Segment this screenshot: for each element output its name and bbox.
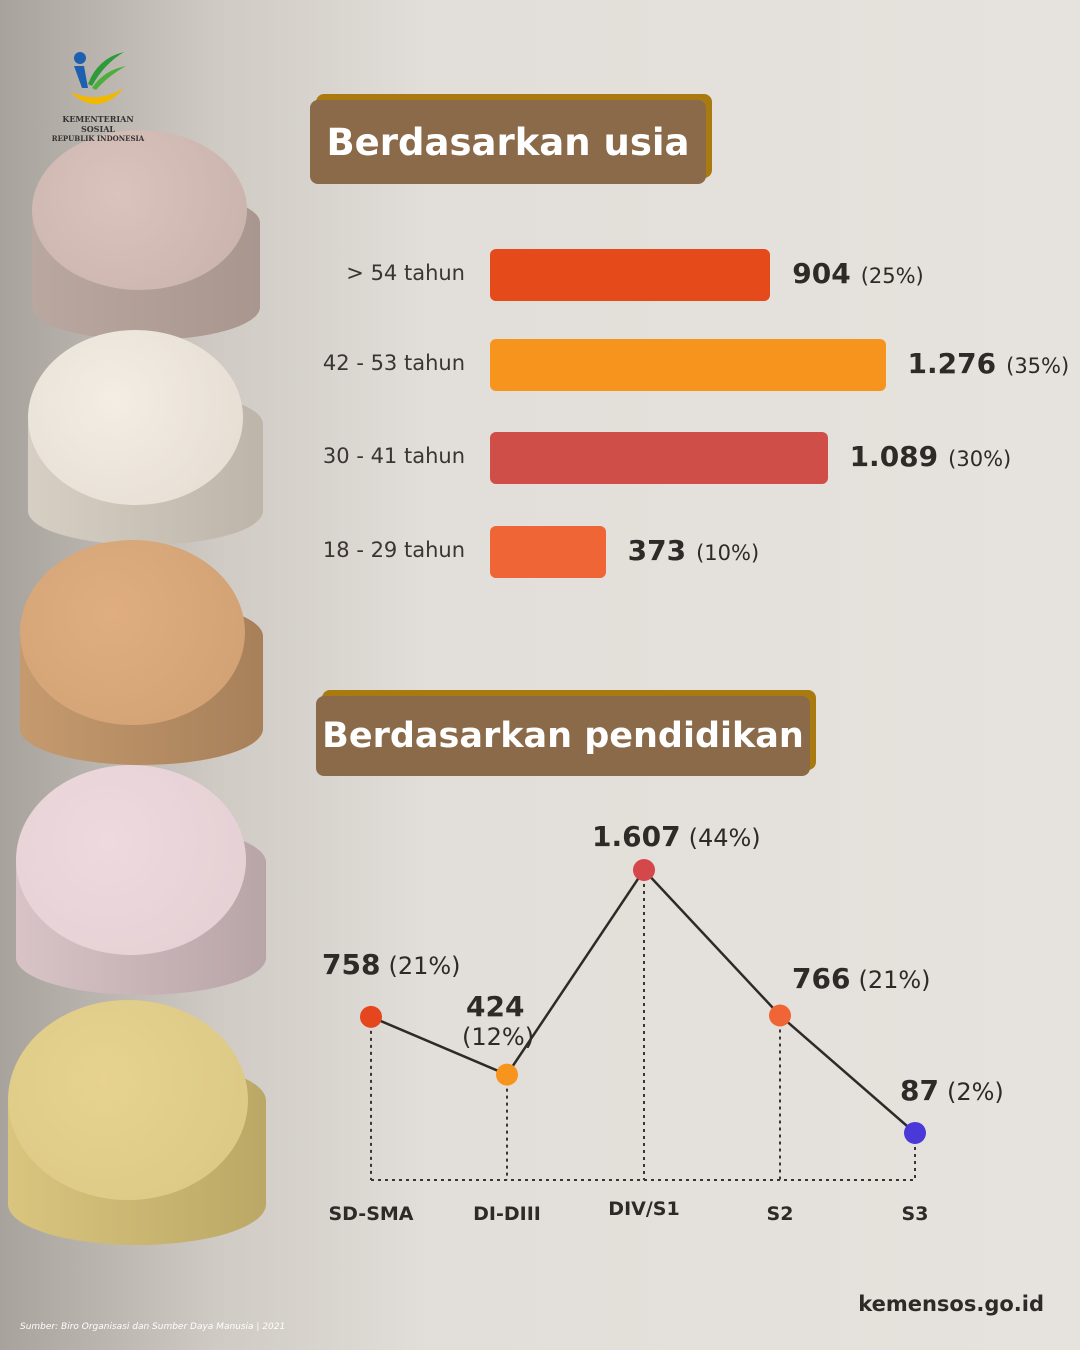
decorative-cylinder [28,330,263,545]
section-title-age-text: Berdasarkan usia [326,120,690,164]
bar [490,249,771,301]
section-title-education: Berdasarkan pendidikan [316,696,810,776]
bar-value: 373 [627,534,687,567]
point-label: 424 (12%) [462,990,534,1051]
bar-percent: (10%) [696,541,760,565]
category-label: S2 [766,1203,794,1225]
point-label: 87 (2%) [900,1074,1004,1107]
logo-text-line1: KEMENTERIAN SOSIAL [62,114,134,134]
bar-category-label: 42 - 53 tahun [322,351,465,375]
point-percent: (2%) [946,1078,1004,1106]
bar-percent: (25%) [860,264,924,288]
bar-category-label: 18 - 29 tahun [322,538,465,562]
category-label: S3 [901,1203,929,1225]
bar-category-label: > 54 tahun [346,261,465,285]
bar-percent: (35%) [1006,354,1070,378]
bar-value: 904 [792,257,851,290]
category-label: DIV/S1 [608,1198,680,1220]
bar [490,432,828,484]
category-label: DI-DIII [473,1203,541,1225]
data-point [769,1004,791,1027]
point-label: 758 (21%) [322,948,461,981]
decorative-cylinder [16,765,266,995]
point-value: 758 [322,948,381,981]
bar-value-label: 373 (10%) [628,534,760,567]
bar-value-label: 904 (25%) [792,257,924,290]
bar-category-label: 30 - 41 tahun [322,444,465,468]
point-value: 1.607 [592,820,681,853]
decorative-cylinder [20,540,263,765]
bar [490,339,886,391]
website-link[interactable]: kemensos.go.id [858,1292,1044,1316]
section-title-age: Berdasarkan usia [310,100,706,184]
section-title-education-text: Berdasarkan pendidikan [322,716,804,756]
point-label: 766 (21%) [792,962,931,995]
logo-text-line2: REPUBLIK INDONESIA [51,134,145,143]
bar-value: 1.089 [849,440,939,473]
series-line [370,867,916,1134]
point-value: 766 [792,962,851,995]
data-point [904,1121,926,1144]
point-percent: (44%) [688,824,761,852]
point-percent: (21%) [858,966,931,994]
category-label: SD-SMA [328,1203,414,1225]
logo-emblem-icon [70,52,126,105]
point-label: 1.607 (44%) [592,820,761,853]
decorative-cylinder [32,130,260,340]
bar [490,526,606,578]
decorative-cylinder [8,1000,266,1245]
kemensos-logo: KEMENTERIAN SOSIAL REPUBLIK INDONESIA [46,48,150,143]
point-value: 87 [900,1074,939,1107]
data-point [633,858,655,881]
source-note: Sumber: Biro Organisasi dan Sumber Daya … [20,1322,286,1332]
bar-value: 1.276 [907,347,997,380]
bar-percent: (30%) [948,447,1012,471]
data-point [496,1063,518,1086]
bar-value-label: 1.089 (30%) [850,440,1012,473]
point-percent: (12%) [462,1023,535,1051]
point-percent: (21%) [388,952,461,980]
bar-value-label: 1.276 (35%) [908,347,1070,380]
data-point [360,1005,382,1028]
point-value: 424 [466,990,525,1023]
